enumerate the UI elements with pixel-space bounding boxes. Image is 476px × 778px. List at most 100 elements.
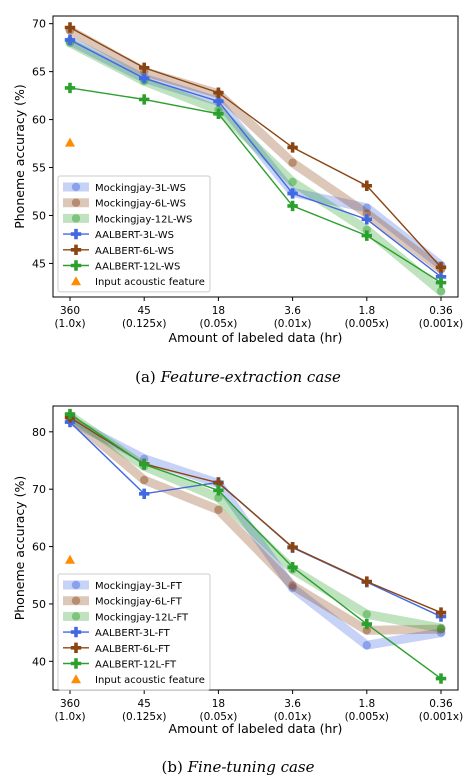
- data-point: [64, 22, 76, 33]
- data-point: [435, 673, 447, 684]
- data-point: [213, 485, 224, 496]
- data-point: [288, 177, 297, 187]
- axes-frame: [52, 405, 459, 691]
- x-tick-label: 0.36: [429, 698, 453, 710]
- legend-label: AALBERT-3L-FT: [95, 628, 171, 639]
- data-point: [287, 200, 298, 212]
- legend-marker: [71, 612, 81, 621]
- band-line: [65, 415, 446, 650]
- legend-label: Mockingjay-6L-FT: [95, 597, 183, 608]
- series-line: [69, 413, 442, 680]
- data-point: [362, 225, 371, 235]
- data-point: [435, 277, 447, 288]
- y-tick-label: 60: [32, 114, 46, 127]
- legend-marker: [71, 580, 81, 590]
- data-point: [139, 62, 150, 73]
- legend-marker: [71, 276, 81, 286]
- data-point: [361, 230, 372, 241]
- x-tick-sublabel: (0.005x): [345, 318, 389, 330]
- data-point: [139, 94, 150, 105]
- data-point: [361, 618, 372, 630]
- caption-b-label: (b): [161, 758, 183, 776]
- x-tick-sublabel: (0.125x): [122, 711, 166, 723]
- x-tick-label: 360: [60, 305, 80, 317]
- x-axis-label: Amount of labeled data (hr): [169, 721, 343, 736]
- band-line: [65, 25, 446, 274]
- x-tick-sublabel: (0.005x): [345, 711, 389, 723]
- data-point: [139, 488, 150, 499]
- legend-label: Mockingjay-12L-WS: [95, 214, 192, 225]
- input-feature-point: [65, 554, 75, 564]
- legend-marker: [70, 626, 82, 638]
- series-aalbert-12l-ft: [64, 408, 447, 684]
- legend-marker: [70, 642, 82, 653]
- data-point: [436, 287, 446, 296]
- caption-b: (b) Fine-tuning case: [0, 758, 476, 776]
- data-point: [362, 610, 371, 619]
- data-point: [214, 493, 223, 502]
- series-aalbert-12l-ws: [64, 82, 447, 288]
- caption-a-label: (a): [135, 368, 156, 386]
- y-tick-label: 60: [32, 541, 46, 554]
- x-tick-label: 18: [212, 698, 225, 710]
- y-tick-label: 50: [32, 598, 46, 611]
- legend-box: [57, 175, 211, 293]
- legend-box: [57, 573, 211, 691]
- x-axis-label: Amount of labeled data (hr): [169, 330, 343, 345]
- chart-a: 455055606570360(1.0x)45(0.125x)18(0.05x)…: [12, 15, 463, 345]
- legend-label: Mockingjay-3L-FT: [95, 581, 183, 592]
- x-tick-label: 18: [212, 305, 225, 317]
- series-line: [69, 39, 442, 278]
- series-aalbert-3l-ws: [64, 34, 447, 283]
- data-point: [435, 262, 447, 273]
- series-aalbert-6l-ws: [64, 22, 447, 273]
- caption-a: (a) Feature-extraction case: [0, 368, 476, 386]
- data-point: [362, 203, 371, 213]
- legend-marker: [70, 244, 82, 255]
- x-tick-sublabel: (0.05x): [200, 318, 238, 330]
- legend-label: AALBERT-3L-WS: [95, 230, 174, 241]
- series-line: [69, 26, 442, 268]
- caption-b-text: Fine-tuning case: [187, 758, 315, 776]
- data-point: [287, 188, 298, 199]
- input-feature-point: [65, 137, 75, 147]
- y-tick-label: 40: [32, 655, 46, 668]
- x-tick-sublabel: (0.001x): [419, 711, 463, 723]
- axes-frame: [52, 15, 459, 298]
- band-line: [65, 38, 446, 296]
- data-point: [213, 108, 224, 120]
- data-point: [64, 82, 76, 94]
- data-point: [288, 581, 297, 590]
- data-point: [436, 624, 446, 634]
- data-point: [288, 158, 297, 167]
- legend-marker: [71, 198, 81, 207]
- chart-b: 40 50 60 70 80 360(1.0x) 45(0.125x) 18(0.05x) 3.…: [12, 405, 463, 736]
- data-point: [64, 408, 76, 420]
- data-point: [362, 626, 371, 635]
- legend-marker: [71, 214, 81, 223]
- data-point: [361, 214, 372, 225]
- legend: Mockingjay-3L-WS Mockingjay-6L-WS Mockingj…: [57, 175, 211, 293]
- legend-marker: [71, 182, 81, 192]
- legend-marker: [70, 260, 82, 271]
- data-point: [287, 541, 298, 553]
- series-line: [69, 87, 442, 284]
- band-line: [65, 412, 446, 635]
- data-point: [64, 34, 76, 46]
- legend-label: AALBERT-12L-FT: [95, 660, 177, 671]
- y-tick-label: 45: [32, 257, 46, 270]
- legend-marker: [71, 674, 81, 684]
- data-point: [214, 505, 223, 515]
- caption-a-text: Feature-extraction case: [160, 368, 341, 386]
- legend-label: AALBERT-6L-WS: [95, 246, 174, 257]
- data-point: [361, 576, 372, 587]
- data-point: [288, 583, 297, 593]
- y-tick-label: 50: [32, 209, 46, 222]
- x-tick-sublabel: (0.125x): [122, 318, 166, 330]
- legend-marker: [70, 228, 82, 240]
- x-tick-sublabel: (1.0x): [54, 711, 85, 723]
- x-tick-sublabel: (0.01x): [274, 318, 312, 330]
- legend-marker: [71, 596, 81, 605]
- legend: Mockingjay-3L-FT Mockingjay-6L-FT Mockingj…: [57, 573, 211, 691]
